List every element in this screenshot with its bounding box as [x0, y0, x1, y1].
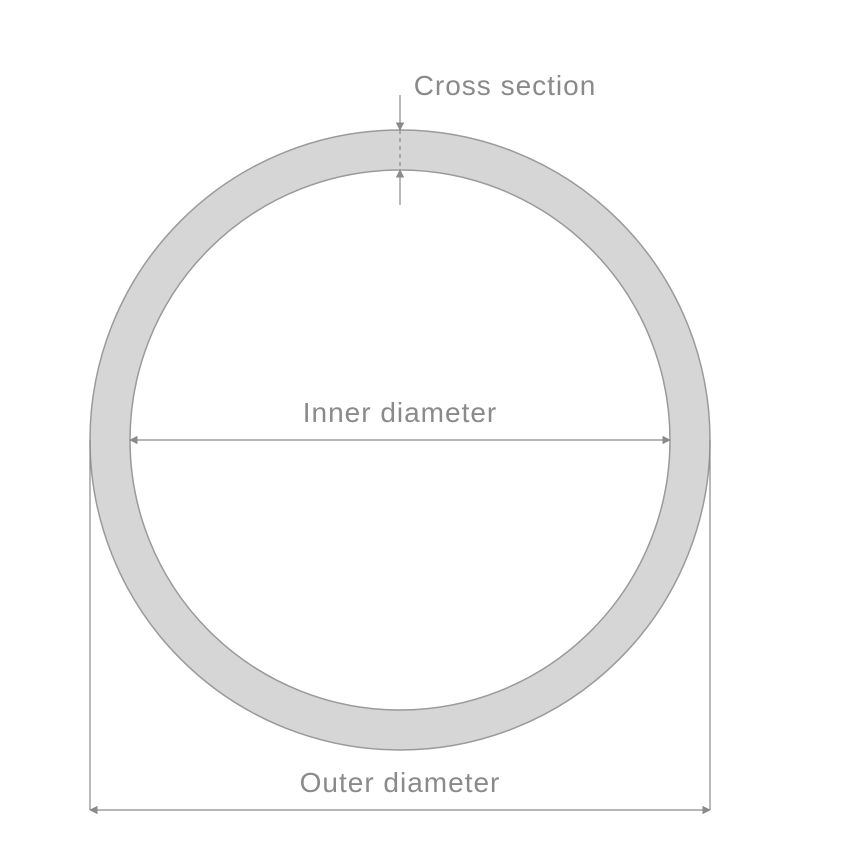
cross-section-label: Cross section	[414, 70, 597, 101]
ring-diagram: Cross section Inner diameter Outer diame…	[0, 0, 850, 850]
outer-diameter-label: Outer diameter	[300, 767, 501, 798]
inner-diameter-label: Inner diameter	[303, 397, 498, 428]
